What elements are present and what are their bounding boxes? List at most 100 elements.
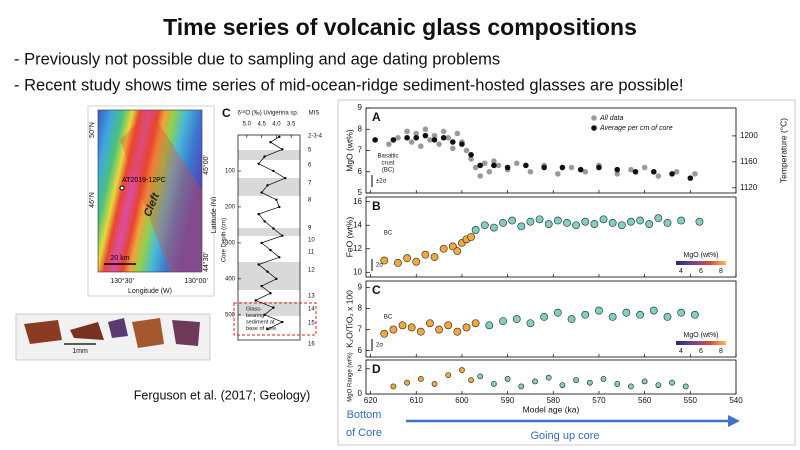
colorbar-tick: 8	[719, 348, 723, 355]
mis-stage: 8	[308, 198, 312, 204]
data-point	[408, 139, 415, 145]
isotope-point	[275, 198, 278, 201]
data-point	[471, 226, 480, 234]
data-point	[517, 222, 526, 231]
longitude-label: 130°30'	[110, 277, 134, 285]
data-point	[477, 373, 484, 380]
data-point	[577, 166, 584, 173]
glass-shard	[24, 320, 62, 344]
isotope-point	[281, 148, 284, 151]
error-label: 2σ	[376, 343, 383, 349]
isotope-point	[269, 248, 272, 252]
stage-band	[238, 302, 300, 316]
colorbar-label: MgO (wt%)	[684, 252, 719, 259]
data-point	[553, 216, 562, 225]
data-point	[614, 381, 621, 387]
data-point	[523, 162, 529, 169]
y-tick-label: 2	[358, 364, 363, 373]
annotation: crust	[381, 161, 394, 167]
data-point	[440, 128, 447, 135]
data-point	[512, 315, 521, 323]
data-point	[654, 214, 663, 223]
isotope-point	[281, 234, 284, 237]
glass-note: bearing	[246, 313, 264, 319]
data-point	[687, 175, 694, 181]
data-point	[504, 375, 511, 382]
glass-shard	[172, 320, 200, 346]
annotation: BC	[384, 231, 393, 237]
data-point	[563, 218, 571, 227]
isotope-point	[266, 184, 269, 187]
data-point	[462, 323, 471, 332]
data-point	[471, 319, 480, 328]
data-point	[485, 321, 494, 330]
colorbar-tick: 8	[719, 268, 723, 275]
isotope-point	[266, 270, 269, 273]
data-point	[421, 250, 430, 259]
bullet: - Recent study shows time series of mid-…	[14, 76, 683, 94]
data-point	[572, 221, 581, 230]
data-point	[559, 164, 566, 171]
y-tick-label: 300	[225, 240, 236, 246]
data-point	[395, 134, 401, 141]
isotope-point	[266, 328, 269, 331]
latitude-label: 44°30'	[202, 252, 210, 272]
data-point	[628, 383, 634, 390]
core-figure: C δ¹⁸O (‰) Uvigerina sp. MIS Core Depth …	[216, 106, 336, 358]
data-point	[682, 383, 689, 390]
data-point	[436, 141, 442, 147]
mis-stage: 2-3-4	[308, 134, 323, 140]
data-point	[596, 164, 602, 171]
legend-swatch	[591, 115, 597, 121]
data-point	[435, 325, 443, 334]
data-point	[669, 379, 675, 386]
data-point	[413, 134, 420, 141]
data-point	[422, 132, 429, 139]
footer-label: Bottom	[347, 409, 382, 421]
data-point	[526, 217, 535, 226]
y2-tick-label: 1200	[740, 131, 758, 140]
data-point	[426, 319, 434, 328]
data-point	[459, 141, 465, 147]
stage-band	[238, 228, 300, 236]
data-point	[431, 137, 438, 143]
data-point	[468, 377, 474, 384]
data-point	[472, 164, 479, 171]
data-point	[445, 134, 452, 141]
panel-frame	[365, 280, 737, 358]
data-point	[430, 253, 439, 261]
x-tick-label: 560	[638, 396, 652, 405]
y-axis-label: Core Depth (cm)	[222, 218, 228, 262]
panel-letter: D	[372, 362, 381, 376]
mis-stage: 12	[308, 268, 315, 274]
isotope-point	[278, 205, 281, 209]
mis-stage: 16	[308, 342, 315, 348]
data-point	[513, 160, 520, 167]
isotope-point	[257, 212, 260, 216]
data-point	[380, 256, 389, 265]
isotope-point	[260, 284, 263, 288]
isotope-point	[257, 162, 260, 165]
y-axis-label: MgO (wt%)	[344, 129, 354, 172]
panel-letter: C	[372, 283, 381, 297]
colorbar-label: MgO (wt%)	[684, 332, 719, 339]
data-point	[449, 139, 456, 145]
y-axis-label: FeO (wt%)	[344, 217, 354, 258]
data-point	[439, 244, 448, 253]
y-tick-label: 9	[358, 282, 363, 291]
y-tick-label: 14	[353, 220, 362, 229]
data-point	[404, 134, 410, 141]
error-label: ±2σ	[376, 179, 387, 185]
isotope-point	[269, 292, 272, 295]
data-point	[491, 381, 497, 387]
x-tick-label: 620	[364, 396, 378, 405]
y-tick-label: 7	[358, 146, 363, 155]
data-point	[581, 310, 590, 319]
data-point	[545, 374, 552, 381]
data-point	[669, 171, 675, 177]
data-point	[491, 158, 497, 164]
citation: Ferguson et al. (2017; Geology)	[134, 388, 311, 402]
latitude-label: 50°N	[88, 122, 96, 138]
data-point	[608, 312, 617, 321]
